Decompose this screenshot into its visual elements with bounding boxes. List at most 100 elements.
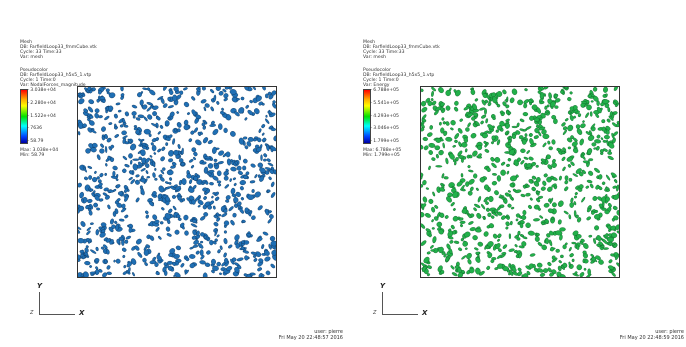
particle: [535, 190, 541, 194]
particle: [143, 249, 150, 256]
particle: [152, 111, 158, 117]
particle: [567, 111, 572, 115]
particle: [431, 90, 434, 97]
particle: [142, 257, 147, 263]
particle: [421, 144, 424, 150]
particle: [469, 227, 476, 232]
particle: [122, 122, 127, 126]
particle: [126, 261, 133, 268]
particle: [181, 147, 184, 155]
particle: [421, 100, 427, 107]
particle: [174, 272, 181, 277]
particle: [425, 228, 431, 233]
particle: [593, 147, 597, 150]
particle: [425, 187, 429, 190]
particle: [531, 104, 538, 111]
particle: [249, 180, 256, 184]
particle: [100, 246, 105, 250]
particle: [467, 122, 471, 128]
particle: [122, 168, 127, 173]
particle: [108, 122, 113, 125]
particle: [470, 186, 474, 192]
particle: [223, 208, 228, 214]
particle: [616, 230, 619, 234]
particle: [608, 149, 612, 152]
particle: [152, 172, 156, 178]
particle: [87, 127, 93, 133]
axis-z-label: Z: [30, 310, 34, 316]
particle-plot-area[interactable]: [420, 86, 620, 278]
particle: [546, 154, 551, 160]
particle: [223, 175, 229, 181]
particle: [455, 89, 461, 97]
particle: [218, 123, 223, 130]
particle: [444, 215, 449, 219]
particle: [134, 245, 140, 251]
particle: [94, 108, 100, 114]
particle: [172, 205, 177, 211]
particle: [587, 94, 592, 98]
particle: [252, 254, 257, 258]
particle: [214, 229, 218, 237]
particle: [110, 157, 115, 162]
particle: [577, 113, 582, 118]
particle: [130, 159, 133, 165]
particle: [442, 142, 445, 149]
particle: [424, 213, 431, 218]
particle: [241, 219, 246, 223]
particle: [515, 218, 519, 222]
particle: [199, 260, 206, 265]
particle: [96, 154, 101, 161]
particle: [457, 267, 462, 273]
particle: [83, 108, 89, 113]
particle: [252, 87, 256, 91]
particle: [257, 162, 263, 168]
particle: [78, 131, 81, 136]
particle: [591, 142, 597, 147]
particle: [135, 197, 140, 203]
particle: [537, 207, 541, 211]
particle: [610, 225, 616, 231]
particle: [244, 145, 249, 150]
particle: [234, 234, 240, 241]
particle: [521, 241, 527, 247]
particle: [149, 260, 157, 265]
particle: [145, 244, 151, 249]
particle: [498, 248, 502, 253]
particle: [616, 210, 619, 216]
particle: [428, 233, 432, 238]
particle: [475, 120, 480, 127]
particle: [124, 239, 129, 244]
particle: [191, 235, 197, 240]
particle: [505, 104, 510, 109]
user-name: user: pierre: [655, 329, 684, 335]
pseudocolor-var: Var: NodalForces_magnitude: [20, 83, 86, 88]
particle: [82, 166, 87, 173]
particle: [485, 201, 489, 205]
particle-plot-area[interactable]: [77, 86, 277, 278]
min-max-readout: Max: 3.038e+04 Min: 58.79: [20, 148, 58, 158]
particle: [165, 226, 171, 232]
particle: [255, 95, 262, 102]
particle: [564, 186, 569, 192]
particle: [171, 161, 177, 166]
particle: [473, 173, 478, 179]
particle: [496, 175, 501, 182]
particle: [460, 157, 464, 163]
particle: [212, 205, 216, 210]
particle: [232, 257, 237, 262]
particle: [568, 261, 571, 267]
particle: [482, 133, 488, 139]
particle: [486, 167, 491, 172]
particle: [572, 147, 579, 154]
particle: [475, 256, 481, 263]
particle: [114, 134, 119, 138]
particle: [204, 103, 210, 108]
particle: [177, 195, 182, 201]
particle: [269, 214, 274, 219]
particle: [564, 87, 568, 90]
particle: [155, 271, 160, 276]
particle: [260, 274, 265, 277]
particle: [533, 218, 540, 222]
particle: [181, 198, 186, 202]
